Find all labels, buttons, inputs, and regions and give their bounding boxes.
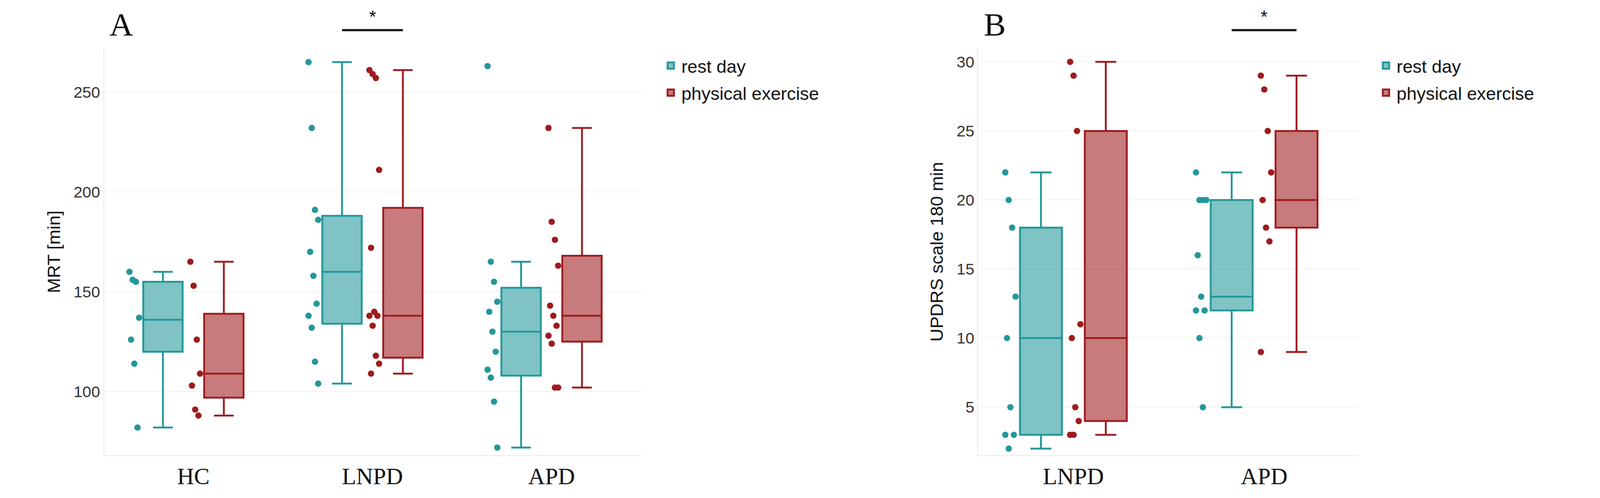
svg-text:100: 100 xyxy=(73,383,100,401)
svg-text:B: B xyxy=(983,6,1006,43)
svg-text:A: A xyxy=(109,6,134,43)
svg-text:MRT [min]: MRT [min] xyxy=(43,210,64,294)
svg-text:UPDRS scale 180 min: UPDRS scale 180 min xyxy=(926,162,947,342)
svg-text:APD: APD xyxy=(1240,463,1288,490)
svg-text:30: 30 xyxy=(956,53,975,71)
svg-text:15: 15 xyxy=(956,260,975,278)
svg-text:25: 25 xyxy=(956,122,975,140)
svg-text:APD: APD xyxy=(528,463,575,490)
svg-text:150: 150 xyxy=(73,283,100,301)
svg-text:*: * xyxy=(369,6,377,27)
svg-text:LNPD: LNPD xyxy=(342,463,404,490)
svg-text:*: * xyxy=(1260,6,1268,27)
svg-text:5: 5 xyxy=(965,398,975,416)
svg-text:20: 20 xyxy=(956,191,975,209)
svg-text:physical exercise: physical exercise xyxy=(1396,83,1535,104)
svg-text:250: 250 xyxy=(73,83,100,101)
svg-text:HC: HC xyxy=(176,463,210,490)
svg-text:rest day: rest day xyxy=(1396,56,1461,77)
svg-text:10: 10 xyxy=(956,329,975,347)
svg-text:LNPD: LNPD xyxy=(1042,463,1104,490)
svg-text:rest day: rest day xyxy=(681,56,746,77)
svg-text:200: 200 xyxy=(73,183,100,201)
svg-text:physical exercise: physical exercise xyxy=(681,83,820,104)
